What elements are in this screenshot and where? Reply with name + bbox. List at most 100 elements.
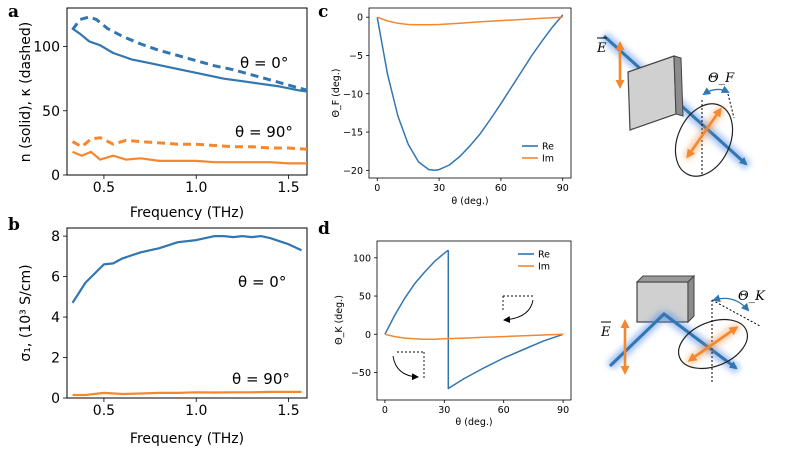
y-tick-label: 100 xyxy=(353,253,371,264)
polarization-ellipse-kerr xyxy=(678,318,748,370)
y-ticks-b: 0 2 4 6 8 xyxy=(51,229,67,407)
series-lines-b xyxy=(71,235,302,397)
inset-upper-arc-arrow xyxy=(503,299,534,324)
panel-label-c: c xyxy=(318,2,328,22)
x-axis-label-a: Frequency (THz) xyxy=(130,205,244,221)
annotation-theta-0-a: θ = 0° xyxy=(240,54,288,72)
series-line-d-0 xyxy=(384,249,449,335)
y-axis-label-b: σ₁, (10³ S/cm) xyxy=(18,264,34,361)
series-line-b-0 xyxy=(71,235,302,304)
x-ticks-a: 0.5 1.0 1.5 xyxy=(93,175,300,196)
x-tick-label: 1.5 xyxy=(277,403,299,419)
panel-c: c 0 30 60 90 0 −5 −10 −15 −20 θ (deg.) Θ_F (deg… xyxy=(318,2,572,207)
series-line-a-0 xyxy=(71,27,308,93)
rotation-inset-upper xyxy=(502,295,534,324)
sample-plate-edge xyxy=(673,55,684,117)
panel-label-d: d xyxy=(318,219,330,239)
y-tick-label: 0 xyxy=(365,330,371,341)
x-tick-label: 90 xyxy=(557,183,569,194)
x-tick-label: 0.5 xyxy=(93,180,115,196)
x-ticks-c: 0 30 60 90 xyxy=(374,178,569,194)
y-tick-label: −20 xyxy=(343,166,363,177)
panel-label-a: a xyxy=(8,2,19,22)
x-tick-label: 0 xyxy=(382,405,388,416)
y-axis-label-d: Θ_K (deg.) xyxy=(334,295,345,345)
legend-d: Re Im xyxy=(518,250,550,273)
y-tick-label: 2 xyxy=(51,351,60,367)
legend-label-re-d: Re xyxy=(538,250,550,261)
series-line-d-1 xyxy=(447,250,564,390)
x-tick-label: 1.5 xyxy=(277,180,299,196)
y-tick-label: 0 xyxy=(51,391,60,407)
x-axis-label-b: Frequency (THz) xyxy=(130,431,244,447)
x-axis-label-c: θ (deg.) xyxy=(451,196,488,207)
series-line-c-0 xyxy=(376,14,564,172)
series-line-a-3 xyxy=(71,136,308,151)
y-tick-label: −5 xyxy=(349,51,363,62)
y-axis-label-a: n (solid), κ (dashed) xyxy=(18,22,34,162)
faraday-schematic: E Θ_F xyxy=(596,32,752,177)
y-ticks-a: 0 50 100 xyxy=(33,40,67,184)
y-tick-label: −10 xyxy=(343,89,363,100)
rotated-axis xyxy=(727,93,735,119)
y-ticks-c: 0 −5 −10 −15 −20 xyxy=(343,13,369,177)
panel-label-b: b xyxy=(8,215,20,235)
x-tick-label: 60 xyxy=(498,405,510,416)
plot-frame-a xyxy=(66,7,308,176)
rotation-angle-arc-kerr xyxy=(712,294,750,312)
series-lines-d xyxy=(384,249,564,390)
x-tick-label: 0 xyxy=(374,183,380,194)
rotated-field-arrow xyxy=(686,107,722,159)
y-tick-label: 50 xyxy=(359,292,371,303)
sample-block-top xyxy=(635,275,696,283)
legend-label-im-c: Im xyxy=(542,154,554,165)
legend-label-im-d: Im xyxy=(538,262,550,273)
polarization-ellipse xyxy=(674,103,734,177)
y-tick-label: 4 xyxy=(51,310,60,326)
y-tick-label: 100 xyxy=(33,40,60,56)
panel-a: a 0.5 1.0 1.5 0 50 100 Frequency (THz) n (so… xyxy=(8,2,308,221)
sample-block-side xyxy=(687,274,695,324)
angle-label-theta-K: Θ_K xyxy=(738,289,766,304)
series-lines-a xyxy=(71,15,308,165)
annotation-theta-90-a: θ = 90° xyxy=(235,123,293,141)
x-ticks-b: 0.5 1.0 1.5 xyxy=(93,398,300,419)
x-tick-label: 0.5 xyxy=(93,403,115,419)
x-tick-label: 60 xyxy=(495,183,507,194)
x-tick-label: 1.0 xyxy=(185,180,207,196)
legend-label-re-c: Re xyxy=(542,142,554,153)
field-label-E-kerr: E xyxy=(600,325,611,340)
series-lines-c xyxy=(376,14,564,172)
y-ticks-d: 100 50 0 −50 xyxy=(351,253,377,379)
y-tick-label: −15 xyxy=(343,128,363,139)
field-label-E-faraday: E xyxy=(596,41,607,56)
x-ticks-d: 0 30 60 90 xyxy=(382,400,569,416)
y-tick-label: 8 xyxy=(51,229,60,245)
x-tick-label: 30 xyxy=(433,183,445,194)
rotation-inset-lower xyxy=(392,351,425,381)
series-line-b-1 xyxy=(72,390,302,397)
inset-lower-arc-arrow xyxy=(392,355,419,381)
y-tick-label: 50 xyxy=(42,104,60,120)
plot-frame-c xyxy=(368,7,572,179)
y-axis-label-c: Θ_F (deg.) xyxy=(331,68,342,117)
x-tick-label: 90 xyxy=(557,405,569,416)
annotation-theta-0-b: θ = 0° xyxy=(238,273,286,291)
y-tick-label: 6 xyxy=(51,270,60,286)
plot-frame-d xyxy=(376,240,572,401)
series-line-a-1 xyxy=(71,15,308,92)
angle-label-theta-F: Θ_F xyxy=(708,71,735,86)
rotated-field-arrow-kerr xyxy=(687,326,739,362)
series-line-c-1 xyxy=(376,16,563,26)
x-axis-label-d: θ (deg.) xyxy=(455,417,492,428)
legend-c: Re Im xyxy=(522,142,554,165)
y-tick-label: −50 xyxy=(351,368,371,379)
annotation-theta-90-b: θ = 90° xyxy=(232,370,290,388)
series-line-a-2 xyxy=(72,150,307,165)
kerr-schematic: E Θ_K xyxy=(600,274,766,382)
x-tick-label: 1.0 xyxy=(185,403,207,419)
y-tick-label: 0 xyxy=(357,13,363,24)
rotation-angle-arc xyxy=(702,85,730,96)
